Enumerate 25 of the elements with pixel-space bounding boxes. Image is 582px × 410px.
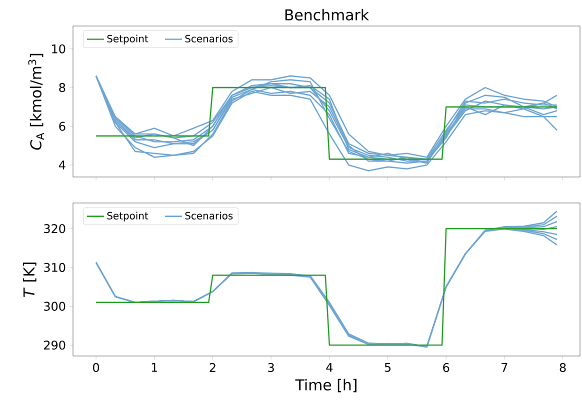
y-tick-label: 320 [44,224,66,234]
x-tick-label: 8 [560,363,566,372]
x-tick-label: 4 [326,363,333,372]
legend-label: Scenarios [185,34,233,42]
x-tick-label: 1 [152,363,158,372]
y-tick-label: 4 [58,160,66,170]
y-tick-label: 310 [44,262,66,272]
x-tick-label: 2 [210,363,216,372]
y-tick-label: 10 [52,44,66,54]
x-tick-label: 6 [443,363,450,372]
legend-label: Scenarios [185,212,233,220]
chart-title: Benchmark [285,8,370,20]
y-axis-title: T [K] [23,262,36,298]
y-tick-label: 6 [59,122,66,131]
x-tick-label: 3 [268,363,274,372]
x-tick-label: 5 [384,363,391,372]
x-tick-label: 0 [93,363,100,372]
legend-label: Setpoint [107,212,148,222]
y-tick-label: 300 [44,302,66,311]
x-tick-label: 7 [502,363,508,372]
y-axis-title: C$_{A}$ [kmol/m$^{3}$] [28,54,44,150]
y-tick-label: 8 [59,83,66,92]
legend-label: Setpoint [107,34,148,44]
y-tick-label: 290 [44,340,66,350]
x-axis-title: Time [h] [295,378,356,392]
